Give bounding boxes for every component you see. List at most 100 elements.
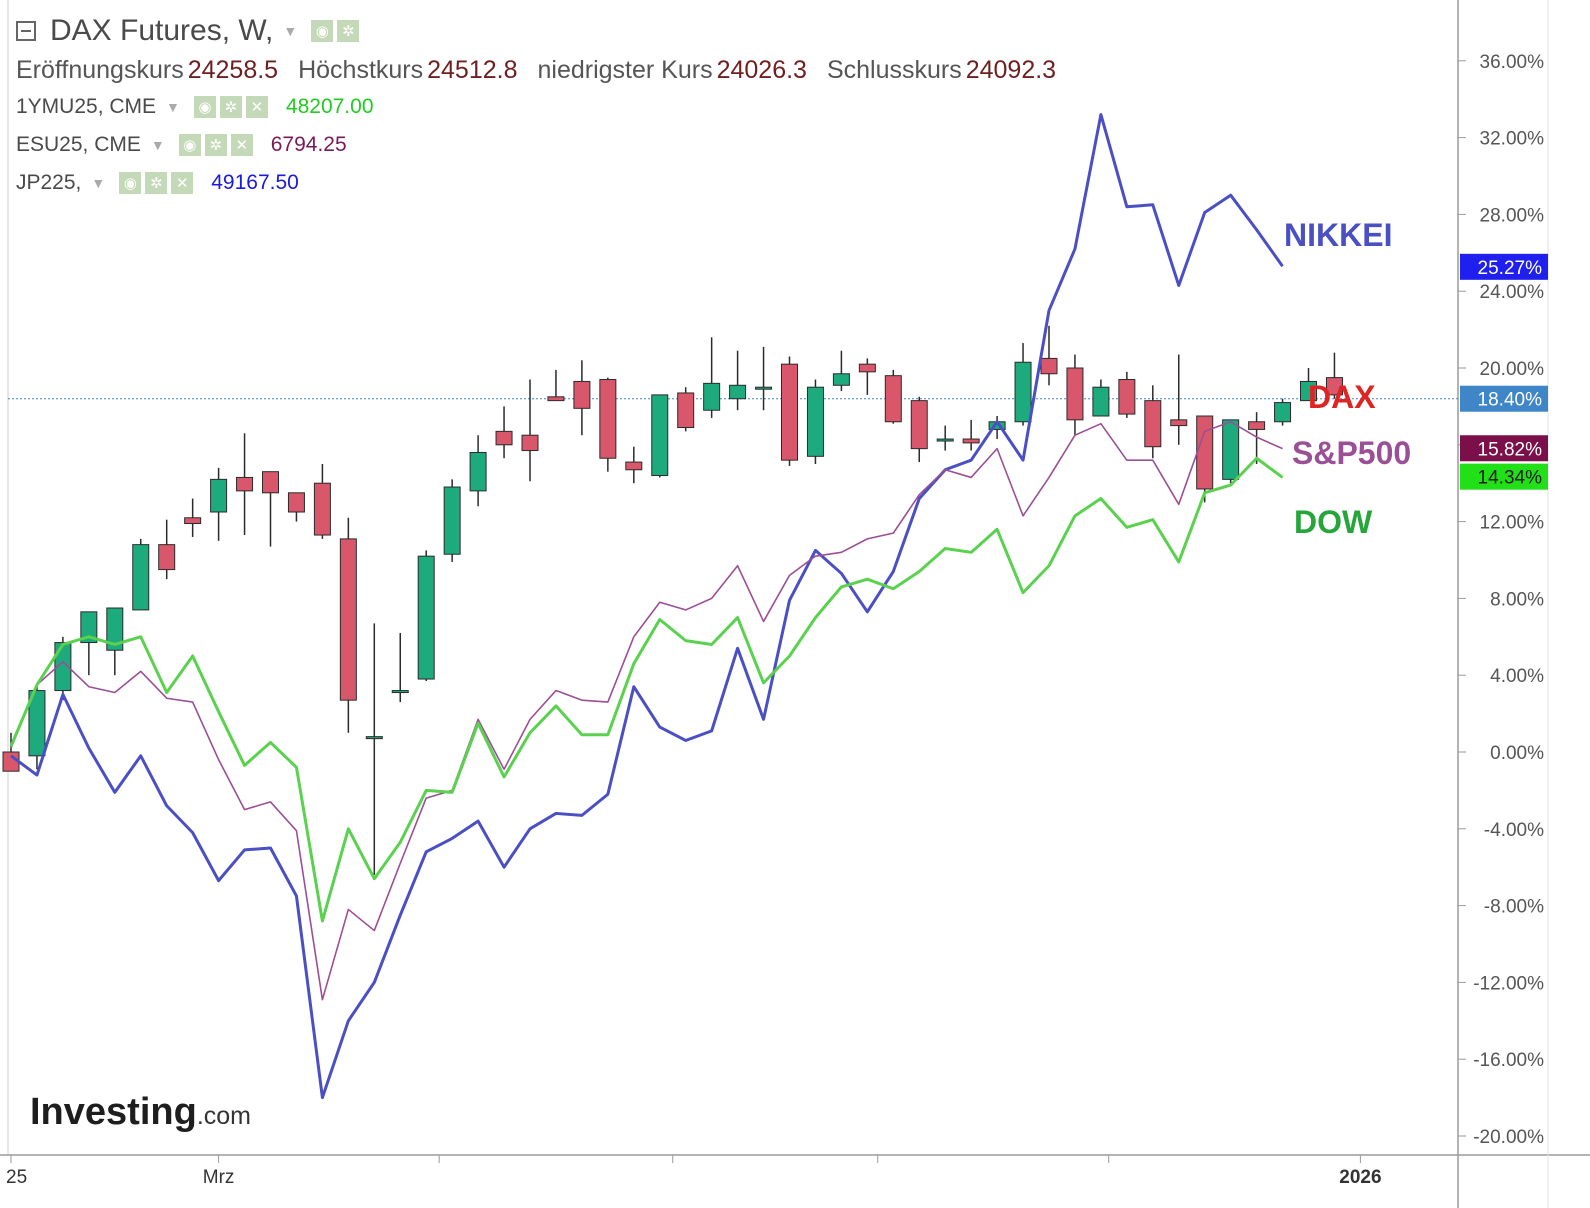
candle-body[interactable]	[781, 363, 798, 461]
candle-body[interactable]	[28, 690, 46, 757]
chart-legend: DAX Futures, W, ▼ ◉ ✲ Eröffnungskurs 242…	[16, 10, 1076, 202]
candle-body[interactable]	[80, 611, 98, 644]
eye-icon[interactable]: ◉	[178, 134, 201, 156]
candle-body[interactable]	[417, 555, 435, 680]
gear-icon[interactable]: ✲	[337, 20, 360, 42]
eye-icon[interactable]: ◉	[193, 96, 216, 118]
candle-body[interactable]	[1248, 421, 1266, 430]
candle-body[interactable]	[1092, 386, 1110, 417]
candle-body[interactable]	[287, 492, 305, 513]
candle-body[interactable]	[443, 486, 461, 555]
overlay-value: 49167.50	[211, 171, 299, 194]
candle-body[interactable]	[1325, 377, 1343, 396]
candle-body[interactable]	[1196, 415, 1214, 490]
x-tick-label: 2026	[1339, 1167, 1381, 1188]
candle-body[interactable]	[1170, 419, 1188, 427]
chevron-down-icon[interactable]: ▼	[166, 99, 180, 115]
low-label: niedrigster Kurs	[537, 55, 713, 84]
candle-body[interactable]	[1144, 400, 1162, 448]
candle-body[interactable]	[884, 375, 902, 423]
candle-body[interactable]	[1222, 419, 1240, 480]
y-tick-label: 36.00%	[1480, 52, 1545, 73]
candle-body[interactable]	[910, 400, 928, 450]
open-label: Eröffnungskurs	[16, 55, 184, 84]
candle-body[interactable]	[1300, 380, 1317, 402]
candle-body[interactable]	[262, 471, 279, 494]
axis-price-badge-text: 14.34%	[1478, 468, 1543, 489]
investing-logo: Investing.com	[30, 1091, 251, 1133]
candle-body[interactable]	[313, 482, 331, 536]
candle-body[interactable]	[391, 690, 409, 694]
y-tick-label: 8.00%	[1490, 589, 1544, 610]
candle-body[interactable]	[1274, 402, 1292, 423]
candle-body[interactable]	[469, 451, 487, 492]
axis-price-badge	[1460, 253, 1548, 280]
y-tick-label: 12.00%	[1480, 513, 1545, 534]
candle-body[interactable]	[806, 386, 824, 457]
overlay-symbol: 1YMU25, CME	[16, 95, 157, 118]
close-icon[interactable]: ✕	[245, 96, 268, 118]
candle-body[interactable]	[703, 382, 721, 411]
candle-body[interactable]	[184, 517, 202, 525]
y-tick-label: 4.00%	[1490, 666, 1544, 687]
axis-price-badge	[1460, 435, 1548, 462]
candle-body[interactable]	[158, 544, 176, 571]
candle-body[interactable]	[677, 392, 695, 429]
candle-body[interactable]	[495, 430, 513, 446]
chevron-down-icon[interactable]: ▼	[283, 23, 298, 39]
candle-body[interactable]	[832, 373, 850, 386]
candle-body[interactable]	[599, 379, 617, 459]
close-icon[interactable]: ✕	[171, 172, 194, 194]
annotation-dow: DOW	[1294, 504, 1373, 540]
candle-body[interactable]	[1066, 367, 1084, 421]
candle-body[interactable]	[755, 386, 773, 390]
candle-body[interactable]	[521, 434, 539, 452]
high-label: Höchstkurs	[298, 55, 424, 84]
candle-body[interactable]	[54, 642, 72, 692]
candle-body[interactable]	[339, 538, 357, 701]
eye-icon[interactable]: ◉	[311, 20, 334, 42]
candle-body[interactable]	[1118, 379, 1136, 415]
y-tick-label: 32.00%	[1480, 129, 1545, 150]
series-line-nikkei[interactable]	[10, 113, 1284, 1100]
candle-body[interactable]	[858, 363, 876, 373]
axis-price-badge-text: 18.40%	[1478, 390, 1543, 411]
eye-icon[interactable]: ◉	[119, 172, 142, 194]
candle-body[interactable]	[962, 438, 980, 444]
candle-body[interactable]	[1040, 357, 1058, 375]
overlay-row-nikkei: JP225, ▼ ◉ ✲ ✕ 49167.50	[16, 164, 1076, 202]
chevron-down-icon[interactable]: ▼	[150, 137, 165, 153]
series-line-dow[interactable]	[9, 456, 1284, 923]
y-tick-label: -4.00%	[1484, 820, 1544, 841]
candle-body[interactable]	[547, 396, 565, 402]
series-line-sp500[interactable]	[10, 420, 1283, 1001]
axis-price-badge	[1460, 385, 1548, 412]
close-icon[interactable]: ✕	[230, 134, 253, 156]
y-tick-label: 24.00%	[1480, 282, 1545, 303]
candle-body[interactable]	[1014, 361, 1032, 423]
candle-body[interactable]	[651, 394, 669, 477]
annotation-dax: DAX	[1308, 379, 1376, 415]
candle-body[interactable]	[936, 438, 954, 442]
chevron-down-icon[interactable]: ▼	[91, 175, 106, 191]
gear-icon[interactable]: ✲	[204, 134, 227, 156]
gear-icon[interactable]: ✲	[145, 172, 168, 194]
candle-body[interactable]	[729, 384, 747, 400]
axis-price-badge-text: 25.27%	[1478, 258, 1543, 279]
close-label: Schlusskurs	[826, 55, 962, 84]
candle-body[interactable]	[365, 736, 383, 740]
investing-logo-suffix: .com	[197, 1102, 251, 1130]
gear-icon[interactable]: ✲	[219, 96, 242, 118]
candle-body[interactable]	[236, 476, 254, 492]
axis-price-badge-text: 15.82%	[1478, 439, 1543, 460]
high-value: 24512.8	[427, 55, 518, 84]
candle-body[interactable]	[625, 461, 643, 471]
candle-body[interactable]	[210, 478, 228, 513]
collapse-icon[interactable]	[16, 21, 36, 41]
candle-body[interactable]	[132, 544, 150, 611]
candle-body[interactable]	[106, 607, 124, 651]
low-value: 24026.3	[716, 55, 807, 84]
candle-body[interactable]	[573, 380, 591, 409]
overlay-value: 48207.00	[285, 95, 374, 118]
